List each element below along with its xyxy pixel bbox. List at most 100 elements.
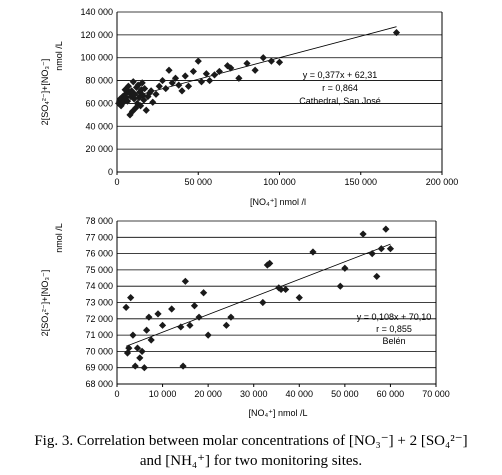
y-tick-label: 120 000 [80, 30, 113, 40]
data-point [140, 364, 148, 372]
data-point [309, 248, 317, 256]
x-tick-label: 40 000 [286, 389, 314, 399]
data-point [181, 72, 189, 80]
data-point [243, 59, 251, 68]
y-tick-label: 72 000 [85, 314, 113, 324]
data-point [178, 87, 186, 95]
data-point [133, 99, 141, 108]
data-point [155, 82, 163, 90]
data-point [190, 302, 199, 310]
chart-cathedral-san-jose: 0 20 000 40 000 60 000 80 000 100 000 120 000 1… [40, 7, 458, 207]
data-point [186, 321, 194, 329]
data-point [147, 87, 155, 95]
data-point [184, 82, 193, 90]
x-tick-label: 20 000 [194, 389, 222, 399]
data-point [147, 336, 155, 344]
x-tick-label: 0 [114, 177, 119, 187]
data-point [373, 272, 381, 281]
data-point [197, 78, 206, 86]
data-point [143, 326, 151, 334]
data-point [138, 347, 146, 355]
trend-annotation-line: r = 0,855 [376, 324, 412, 334]
data-point [267, 57, 275, 65]
data-point [275, 58, 284, 66]
trend-annotation-line: Belén [382, 336, 405, 346]
data-point [124, 82, 132, 90]
data-point [199, 289, 208, 297]
y-tick-label: 71 000 [85, 330, 113, 340]
trend-annotation-line: r = 0,864 [322, 83, 358, 93]
y-tick-label: 75 000 [85, 265, 113, 275]
data-point [175, 81, 183, 89]
x-tick-label: 100 000 [263, 177, 296, 187]
data-point [295, 294, 303, 302]
data-point [132, 104, 140, 112]
data-point [392, 28, 401, 37]
data-point [158, 76, 167, 85]
y-tick-label: 68 000 [85, 379, 113, 389]
x-tick-label: 30 000 [240, 389, 268, 399]
data-point [158, 321, 167, 329]
data-point [149, 98, 157, 106]
y-tick-label: 140 000 [80, 7, 113, 17]
data-point [120, 91, 128, 100]
data-point [140, 96, 148, 104]
y-tick-label: 40 000 [85, 121, 113, 131]
data-point [132, 83, 141, 92]
data-point [282, 285, 290, 294]
data-point [122, 303, 130, 311]
data-point [144, 92, 152, 101]
caption-line-2: and [NH₄⁺] for two monitoring sites. [140, 453, 362, 469]
data-point [259, 298, 267, 307]
y-axis-label: 2[SO₄²⁻]+[NO₃⁻] [40, 270, 50, 337]
data-point [181, 277, 189, 285]
y-tick-label: 80 000 [85, 76, 113, 86]
data-point [152, 90, 160, 98]
data-point [263, 261, 271, 269]
data-point [227, 313, 235, 321]
x-tick-label: 0 [114, 389, 119, 399]
x-axis-label: [NO₄⁺] nmol /L [249, 408, 308, 418]
data-point [131, 362, 139, 370]
data-point [142, 106, 150, 114]
data-point [275, 284, 283, 292]
y-tick-label: 78 000 [85, 216, 113, 226]
data-point [179, 362, 187, 370]
y-tick-label: 69 000 [85, 363, 113, 373]
data-point [341, 264, 349, 272]
data-point [202, 70, 210, 78]
data-point [154, 310, 162, 318]
data-point [138, 79, 146, 87]
data-point [194, 57, 202, 65]
x-tick-label: 50 000 [184, 177, 212, 187]
y-axis-unit: nmol /L [54, 223, 64, 253]
data-point [171, 74, 180, 82]
data-point [266, 259, 274, 267]
data-point [139, 91, 147, 100]
x-tick-label: 70 000 [422, 389, 450, 399]
y-tick-label: 77 000 [85, 232, 113, 242]
data-point [128, 107, 137, 116]
data-point [168, 79, 176, 87]
data-point [259, 54, 267, 62]
x-tick-label: 150 000 [344, 177, 377, 187]
data-point [177, 323, 185, 331]
trend-annotation-line: Cathedral, San José [299, 96, 381, 106]
data-point [127, 92, 135, 101]
data-point [189, 67, 197, 76]
data-point [130, 95, 138, 103]
data-point [359, 230, 367, 238]
data-point [145, 313, 153, 321]
data-point [368, 250, 376, 258]
data-point [118, 96, 126, 104]
data-point [235, 74, 243, 82]
data-point [377, 245, 385, 253]
data-point [195, 313, 203, 321]
x-axis-label: [NO₄⁺] nmol /l [250, 197, 306, 207]
data-point [386, 245, 395, 253]
data-point [123, 97, 132, 105]
data-point [168, 305, 176, 313]
x-tick-label: 60 000 [377, 389, 405, 399]
trend-line [125, 243, 391, 347]
